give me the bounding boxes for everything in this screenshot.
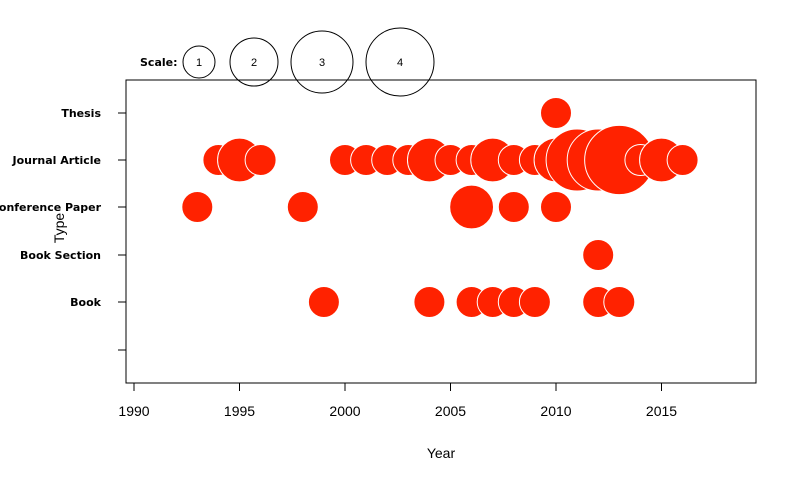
scale-value: 1	[196, 57, 202, 69]
x-axis-title: Year	[427, 445, 456, 461]
size-scale-label: Scale:	[140, 56, 178, 69]
scale-value: 4	[397, 57, 403, 69]
x-tick-label: 2015	[646, 403, 677, 419]
size-scale-legend: Scale: 1 2 3 4	[140, 27, 435, 97]
data-point	[666, 144, 699, 176]
y-tick-label: Book Section	[20, 249, 101, 262]
data-point	[518, 286, 551, 318]
scale-circle	[365, 27, 435, 97]
data-point	[449, 184, 495, 230]
x-tick-label: 2010	[540, 403, 571, 419]
y-axis: Book Book Section Conference Paper Journal …	[0, 107, 127, 351]
y-axis-title: Type	[51, 213, 67, 244]
data-point	[603, 286, 636, 318]
x-axis: 1990 1995 2000 2005 2010 2015	[118, 382, 677, 419]
y-tick-label: Journal Article	[12, 154, 101, 167]
scale-value: 2	[251, 57, 257, 69]
scale-circle	[229, 37, 279, 87]
data-point	[286, 191, 319, 223]
scale-circle	[290, 30, 354, 94]
data-point	[307, 286, 340, 318]
x-tick-label: 1995	[224, 403, 255, 419]
data-point	[540, 97, 572, 129]
data-points	[181, 97, 699, 318]
data-point	[582, 239, 615, 271]
data-point	[413, 286, 446, 318]
data-point	[540, 191, 572, 223]
scale-value: 3	[319, 57, 325, 69]
plot-frame	[125, 79, 757, 384]
x-tick-label: 2005	[435, 403, 466, 419]
y-tick-label: Conference Paper	[0, 201, 102, 214]
x-tick-label: 1990	[118, 403, 149, 419]
data-point	[181, 191, 214, 223]
scale-circle	[182, 45, 216, 79]
y-tick-label: Thesis	[61, 107, 101, 120]
x-tick-label: 2000	[329, 403, 360, 419]
y-tick-label: Book	[70, 296, 101, 309]
data-point	[497, 191, 530, 223]
data-point	[244, 144, 277, 176]
